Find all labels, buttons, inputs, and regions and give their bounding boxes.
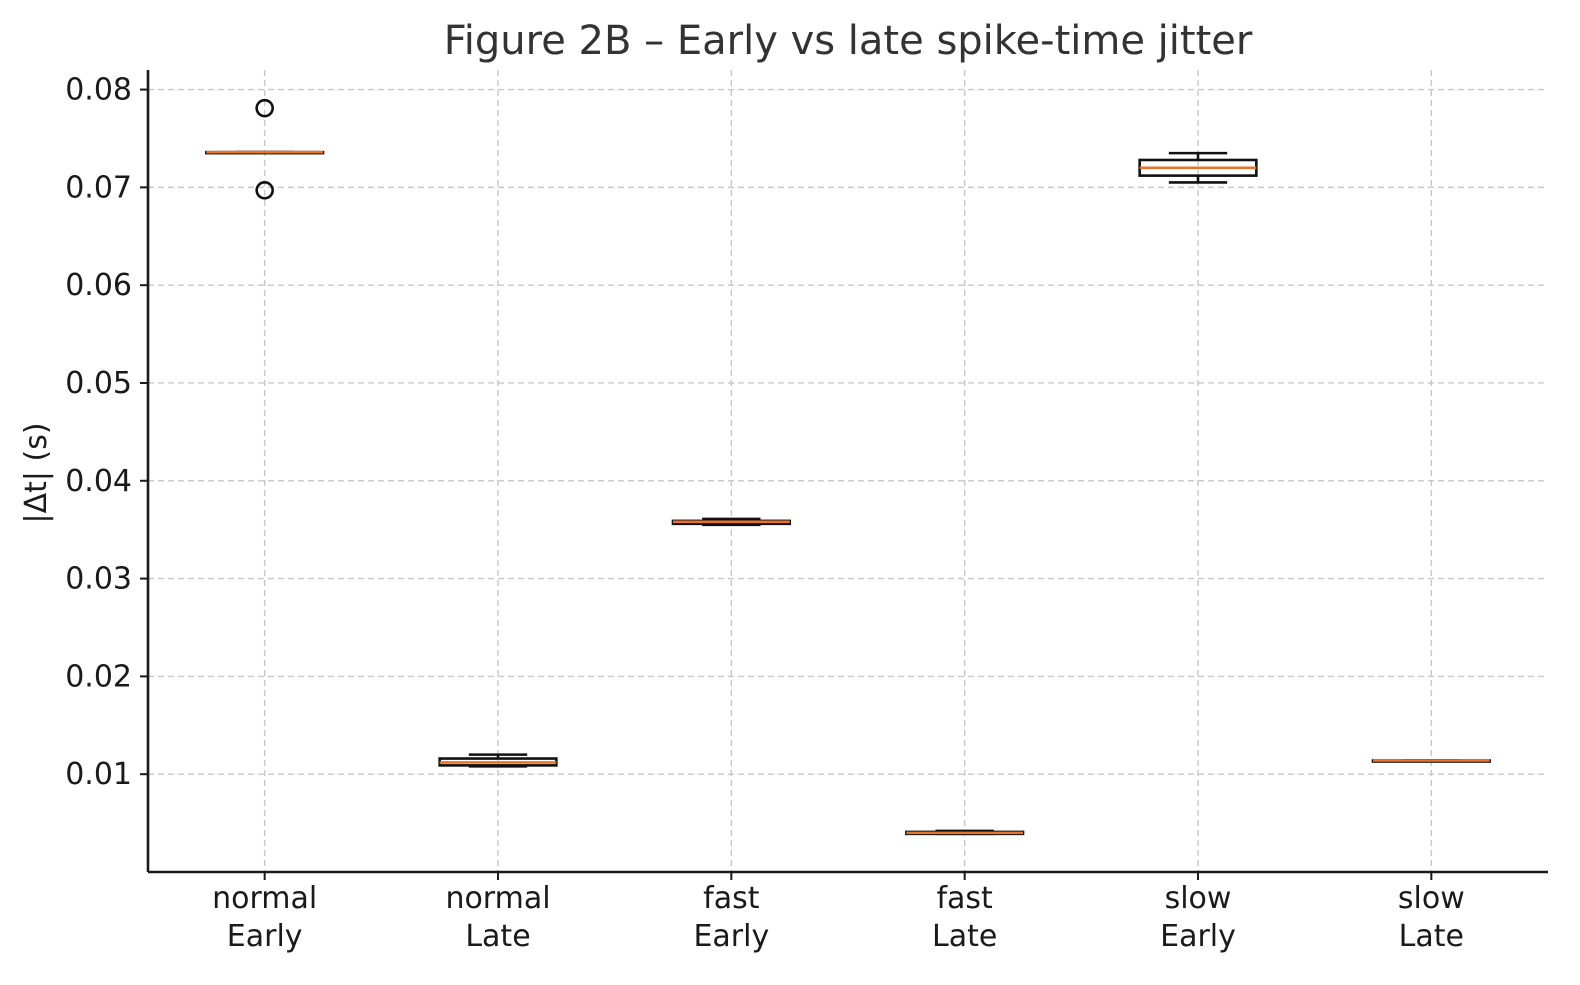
outlier-point — [255, 98, 274, 118]
boxes-layer — [205, 98, 1491, 836]
x-tick-label-line: Early — [227, 919, 303, 954]
y-tick-label: 0.06 — [65, 268, 132, 303]
x-tick-label-line: Late — [932, 919, 997, 954]
x-tick-label: fast Early — [693, 881, 769, 954]
x-tick-label-line: Early — [693, 919, 769, 954]
chart-title: Figure 2B – Early vs late spike-time jit… — [444, 18, 1253, 64]
y-tick-label: 0.04 — [65, 464, 132, 499]
x-tick-label-line: slow — [1165, 881, 1232, 916]
y-tick-label: 0.08 — [65, 73, 132, 108]
y-tick-label: 0.03 — [65, 562, 132, 597]
box-group — [671, 517, 791, 527]
grid-layer — [148, 70, 1548, 872]
x-tick-label: slow Early — [1160, 881, 1236, 954]
box-group — [1138, 151, 1258, 184]
x-tick-label-line: normal — [445, 881, 550, 916]
x-tick-label-line: fast — [703, 881, 760, 916]
x-tick-label: normal Early — [212, 881, 317, 954]
y-tick-label: 0.01 — [65, 757, 132, 792]
box-group — [1371, 759, 1491, 763]
x-tick-label-line: Late — [465, 919, 530, 954]
x-tick-label-line: Late — [1399, 919, 1464, 954]
y-tick-label: 0.07 — [65, 170, 132, 205]
x-tick-label-line: Early — [1160, 919, 1236, 954]
box-group — [205, 98, 325, 200]
x-tick-label: fast Late — [932, 881, 997, 954]
x-tick-label-line: fast — [936, 881, 993, 916]
y-tick-label: 0.02 — [65, 659, 132, 694]
x-tick-label-line: slow — [1398, 881, 1465, 916]
y-axis-label: |Δt| (s) — [19, 422, 54, 523]
y-tick-label: 0.05 — [65, 366, 132, 401]
outlier-point — [255, 181, 274, 200]
axes-layer — [140, 70, 1548, 880]
x-tick-label: slow Late — [1398, 881, 1465, 954]
x-tick-label-line: normal — [212, 881, 317, 916]
box-group — [438, 753, 558, 768]
box-group — [905, 829, 1025, 836]
x-tick-label: normal Late — [445, 881, 550, 954]
